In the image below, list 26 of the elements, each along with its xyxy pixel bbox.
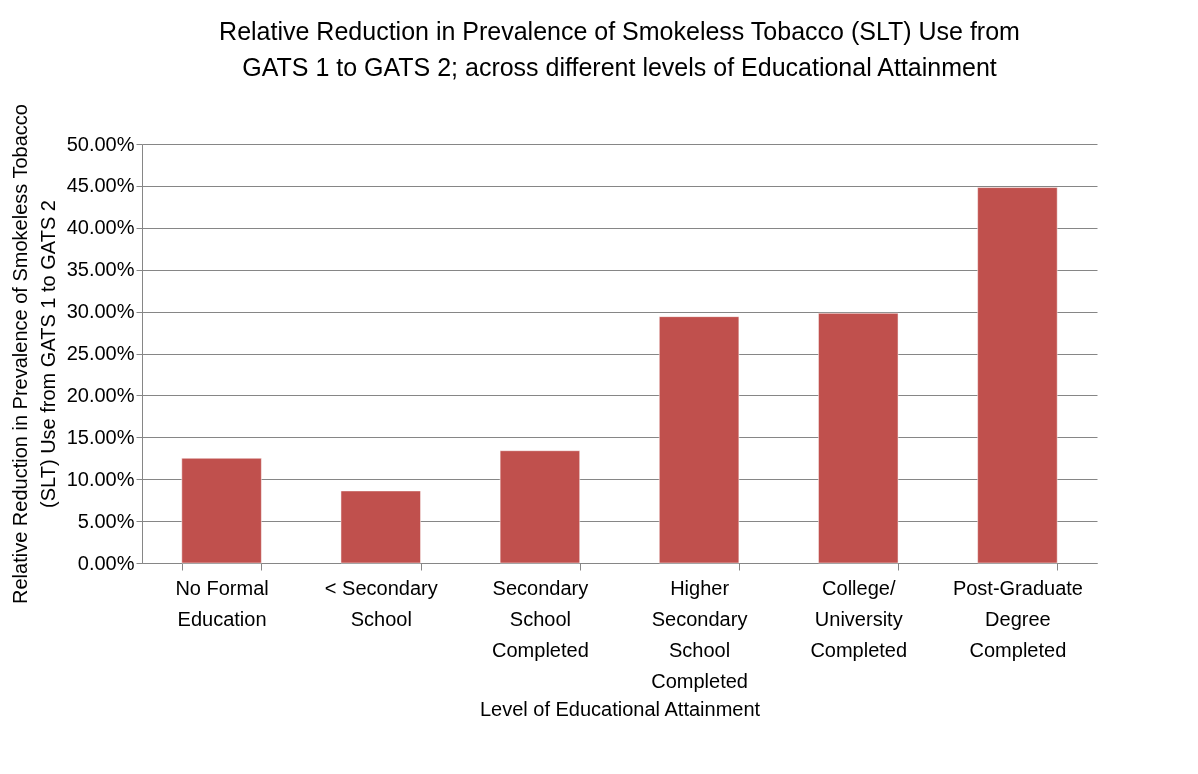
- bar: [659, 316, 740, 564]
- chart-title: Relative Reduction in Prevalence of Smokeless Tobacco (SLT) Use from GATS 1 to GATS 2; across different levels of Educational Attainment: [219, 17, 1020, 82]
- y-tick-label: 15.00%: [66, 425, 135, 448]
- y-axis-title: Relative Reduction in Prevalence of Smokeless Tobacco (SLT) Use from GATS 1 to GATS 2: [8, 104, 59, 604]
- y-tick-label: 35.00%: [66, 258, 135, 281]
- bar: [181, 458, 262, 564]
- y-tick-label: 10.00%: [66, 467, 135, 490]
- bar: [818, 313, 899, 564]
- y-tick-label: 20.00%: [66, 383, 135, 406]
- bar: [340, 490, 421, 564]
- x-tick-label: No Formal Education: [175, 576, 269, 630]
- y-tick-label: 40.00%: [66, 216, 135, 239]
- x-tick-label: < Secondary School: [324, 576, 438, 630]
- x-axis-title: Level of Educational Attainment: [479, 697, 761, 720]
- y-tick-label: 45.00%: [66, 174, 135, 197]
- y-tick-label: 5.00%: [77, 509, 135, 532]
- y-tick-label: 50.00%: [66, 132, 135, 155]
- bar: [977, 187, 1058, 564]
- x-tick-label: College/ University Completed: [810, 576, 908, 661]
- y-tick-label: 25.00%: [66, 342, 135, 364]
- y-tick-label: 0.00%: [77, 551, 135, 574]
- y-tick-label: 30.00%: [66, 300, 135, 323]
- x-tick-label: Post-Graduate Degree Completed: [952, 576, 1083, 661]
- x-tick-label: Secondary School Completed: [492, 576, 589, 661]
- bar: [499, 450, 580, 564]
- x-tick-label: Higher Secondary School Completed: [651, 576, 748, 692]
